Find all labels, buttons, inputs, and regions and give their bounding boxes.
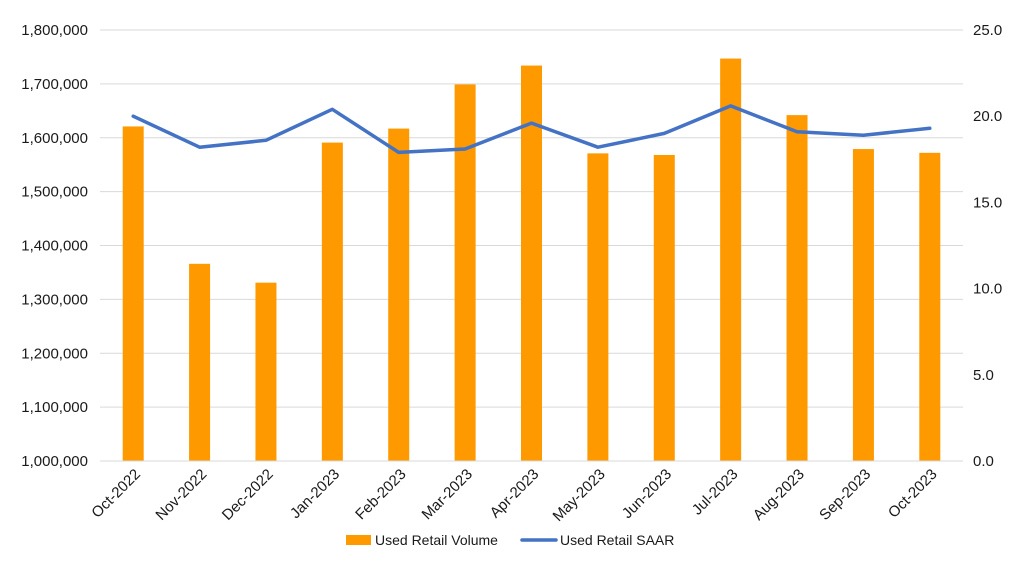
left-axis-ticks: 1,000,000 1,100,000 1,200,000 1,300,000 1,40…	[21, 22, 88, 470]
volume-bar	[587, 153, 609, 461]
right-tick-label: 0.0	[973, 453, 994, 470]
volume-bar	[454, 84, 476, 461]
x-tick-label: Nov-2022	[152, 466, 210, 524]
volume-bar	[653, 154, 675, 462]
x-tick-label: Jul-2023	[689, 466, 742, 519]
volume-bar	[720, 58, 742, 462]
x-tick-label: Sep-2023	[816, 466, 874, 524]
volume-bar	[521, 65, 542, 462]
volume-bar	[388, 128, 410, 461]
volume-bar	[321, 142, 343, 461]
legend: Used Retail Volume Used Retail SAAR	[346, 532, 674, 548]
left-tick-label: 1,400,000	[21, 238, 88, 255]
right-tick-label: 5.0	[973, 367, 994, 384]
volume-bar	[189, 263, 211, 461]
x-tick-label: Aug-2023	[750, 466, 808, 524]
right-tick-label: 15.0	[973, 194, 1002, 211]
volume-bars	[122, 58, 941, 462]
saar-line-layer	[131, 104, 932, 155]
x-tick-label: Jun-2023	[619, 466, 675, 522]
legend-swatch-volume	[346, 535, 371, 545]
right-tick-label: 25.0	[973, 22, 1002, 39]
x-tick-label: Feb-2023	[352, 466, 409, 523]
volume-bar	[919, 152, 941, 461]
left-tick-label: 1,000,000	[21, 453, 88, 470]
x-tick-label: May-2023	[550, 466, 609, 525]
legend-label-saar: Used Retail SAAR	[560, 532, 674, 548]
legend-label-volume: Used Retail Volume	[375, 532, 498, 548]
left-tick-label: 1,800,000	[21, 22, 88, 39]
x-tick-label: Oct-2022	[88, 466, 144, 522]
left-tick-label: 1,300,000	[21, 291, 88, 308]
x-tick-label: Oct-2023	[885, 466, 941, 522]
right-axis-ticks: 0.0 5.0 10.0 15.0 20.0 25.0	[973, 22, 1002, 470]
right-tick-label: 20.0	[973, 108, 1002, 125]
x-tick-label: Mar-2023	[419, 466, 476, 523]
x-axis-ticks: Oct-2022 Nov-2022 Dec-2022 Jan-2023 Feb-2023…	[88, 466, 940, 525]
x-tick-label: Apr-2023	[487, 466, 543, 522]
left-tick-label: 1,600,000	[21, 130, 88, 147]
x-tick-label: Dec-2022	[219, 466, 277, 524]
volume-bar	[786, 115, 808, 461]
volume-bar	[122, 126, 144, 461]
left-tick-label: 1,100,000	[21, 399, 88, 416]
right-tick-label: 10.0	[973, 281, 1002, 298]
x-tick-label: Jan-2023	[287, 466, 343, 522]
left-tick-label: 1,700,000	[21, 76, 88, 93]
left-tick-label: 1,200,000	[21, 345, 88, 362]
volume-bar	[255, 282, 277, 461]
volume-bar	[852, 149, 874, 461]
left-tick-label: 1,500,000	[21, 184, 88, 201]
saar-line	[131, 104, 932, 155]
